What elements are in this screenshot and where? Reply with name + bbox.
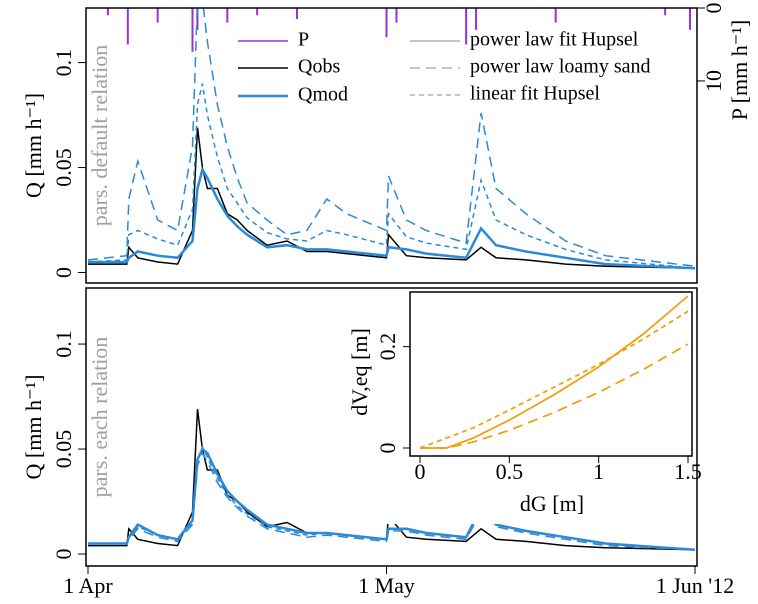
series-line (88, 451, 696, 551)
y-tick-label: 0.05 (51, 148, 76, 187)
legend-label: Qobs (298, 56, 340, 78)
precip-bar (226, 8, 229, 23)
y-tick-label: 0 (51, 549, 76, 560)
precip-bar (395, 8, 398, 23)
panel-note: pars. each relation (87, 337, 112, 498)
precip-bar (664, 8, 667, 16)
x-tick-label: 0.5 (496, 459, 524, 484)
y-axis-label: Q [mm h⁻¹] (21, 375, 46, 480)
precip-bar (191, 8, 194, 52)
precip-bar (256, 8, 259, 16)
legend-label: power law fit Hupsel (470, 29, 639, 51)
precip-bar (295, 8, 298, 19)
y2-tick-label: 0 (701, 3, 726, 14)
series-line (87, 8, 696, 267)
precip-bar (465, 8, 468, 45)
legend-label: linear fit Hupsel (470, 83, 600, 105)
precip-bar (385, 8, 388, 38)
y-tick-label: 0.2 (375, 333, 400, 361)
precip-bar (475, 8, 478, 30)
plot-area (419, 295, 689, 449)
inset-frame (409, 291, 693, 457)
y-tick-label: 0.05 (51, 430, 76, 469)
precip-bar (689, 8, 692, 30)
x-tick-label: 1.5 (674, 459, 702, 484)
legend-label: power law loamy sand (470, 56, 651, 78)
panel-frame (85, 287, 698, 567)
legend-label: Qmod (298, 84, 348, 106)
series-line (420, 295, 689, 449)
x-tick-label: 1 Jun '12 (656, 573, 735, 598)
y-axis-label: Q [mm h⁻¹] (21, 93, 46, 198)
x-tick-label: 1 May (358, 573, 415, 598)
y-axis-label: dV,eq [m] (347, 328, 372, 416)
series-line (88, 166, 696, 270)
y-tick-label: 0.1 (51, 330, 76, 358)
inset-background (345, 290, 695, 524)
y-tick-label: 0 (51, 267, 76, 278)
precip-bar (126, 8, 129, 45)
y2-axis-label: P [mm h⁻¹] (727, 20, 752, 121)
series-line (88, 409, 696, 551)
panel-frame (85, 7, 698, 284)
series-line (88, 127, 696, 270)
precip-bar (106, 8, 109, 16)
y2-tick-label: 10 (701, 70, 726, 92)
panel-note: pars. default relation (87, 45, 112, 226)
precip-bar (156, 8, 159, 23)
y-tick-label: 0.1 (51, 49, 76, 77)
series-line (87, 83, 696, 270)
plot-area (87, 8, 696, 270)
y-tick-label: 0 (375, 443, 400, 454)
legend-label: P (298, 29, 309, 51)
x-tick-label: 1 (593, 459, 604, 484)
x-tick-label: 0 (415, 459, 426, 484)
x-axis-label: dG [m] (520, 491, 584, 516)
precip-bar (554, 8, 557, 23)
series-line (420, 343, 689, 449)
x-tick-label: 1 Apr (63, 573, 113, 598)
